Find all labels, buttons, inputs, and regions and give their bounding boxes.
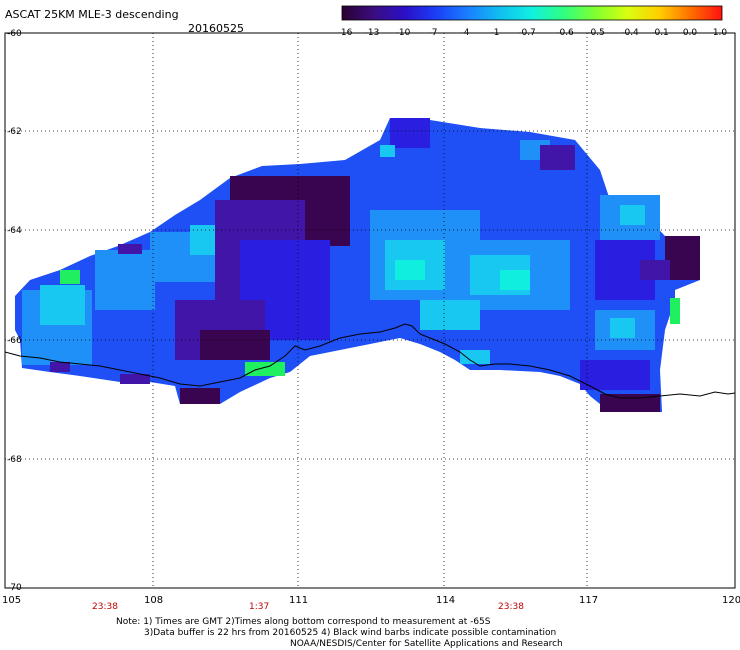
lat-tick-label: -62 — [7, 127, 22, 137]
colorbar-gradient — [341, 5, 723, 21]
wind-cell — [620, 205, 645, 225]
contamination-cell — [60, 270, 80, 284]
wind-cell — [390, 118, 430, 148]
wind-cell — [380, 145, 395, 157]
data-swath — [15, 118, 700, 412]
wind-cell — [180, 388, 220, 404]
wind-cell — [600, 394, 660, 412]
wind-cell — [40, 285, 85, 325]
lon-tick-label: 111 — [289, 595, 308, 606]
contamination-cell — [670, 298, 680, 324]
pass-time: 23:38 — [498, 602, 524, 612]
lon-tick-labels: 105 108 111 114 117 120 — [2, 595, 740, 606]
lon-tick-label: 120 — [722, 595, 740, 606]
wind-cell — [118, 244, 142, 254]
wind-cell — [540, 145, 575, 170]
coastline — [4, 323, 736, 399]
lat-tick-label: -70 — [7, 583, 22, 593]
wind-cell — [580, 360, 650, 390]
wind-cell — [95, 250, 155, 310]
wind-cell — [200, 330, 270, 360]
lat-tick-label: -64 — [7, 226, 22, 236]
lon-tick-label: 117 — [579, 595, 598, 606]
map-title: ASCAT 25KM MLE-3 descending — [5, 8, 179, 21]
lon-tick-label: 105 — [2, 595, 21, 606]
notes: Note: 1) Times are GMT 2)Times along bot… — [116, 617, 563, 649]
wind-cell — [610, 318, 635, 338]
wind-cell — [395, 260, 425, 280]
note-line-1: Note: 1) Times are GMT 2)Times along bot… — [116, 617, 491, 627]
pass-time: 1:37 — [249, 602, 269, 612]
wind-cell — [460, 350, 490, 364]
contamination-cell — [245, 362, 285, 376]
wind-cell — [120, 374, 150, 384]
wind-cell — [500, 270, 530, 290]
map-frame — [4, 32, 736, 589]
pass-times: 23:38 1:37 23:38 — [92, 602, 524, 612]
lat-tick-label: -66 — [7, 336, 22, 346]
lat-lon-grid — [5, 33, 735, 588]
map-date: 20160525 — [188, 22, 244, 35]
wind-cell — [420, 300, 480, 330]
wind-cell — [50, 362, 70, 372]
note-line-3: NOAA/NESDIS/Center for Satellite Applica… — [290, 639, 563, 649]
pass-time: 23:38 — [92, 602, 118, 612]
wind-cell — [640, 260, 670, 280]
lon-tick-label: 114 — [436, 595, 455, 606]
lat-tick-labels: -60 -62 -64 -66 -68 -70 — [7, 29, 22, 593]
lat-tick-label: -60 — [7, 29, 22, 39]
wind-cell — [665, 236, 700, 280]
lon-tick-label: 108 — [144, 595, 163, 606]
note-line-2: 3)Data buffer is 22 hrs from 20160525 4)… — [144, 628, 556, 638]
lat-tick-label: -68 — [7, 455, 22, 465]
